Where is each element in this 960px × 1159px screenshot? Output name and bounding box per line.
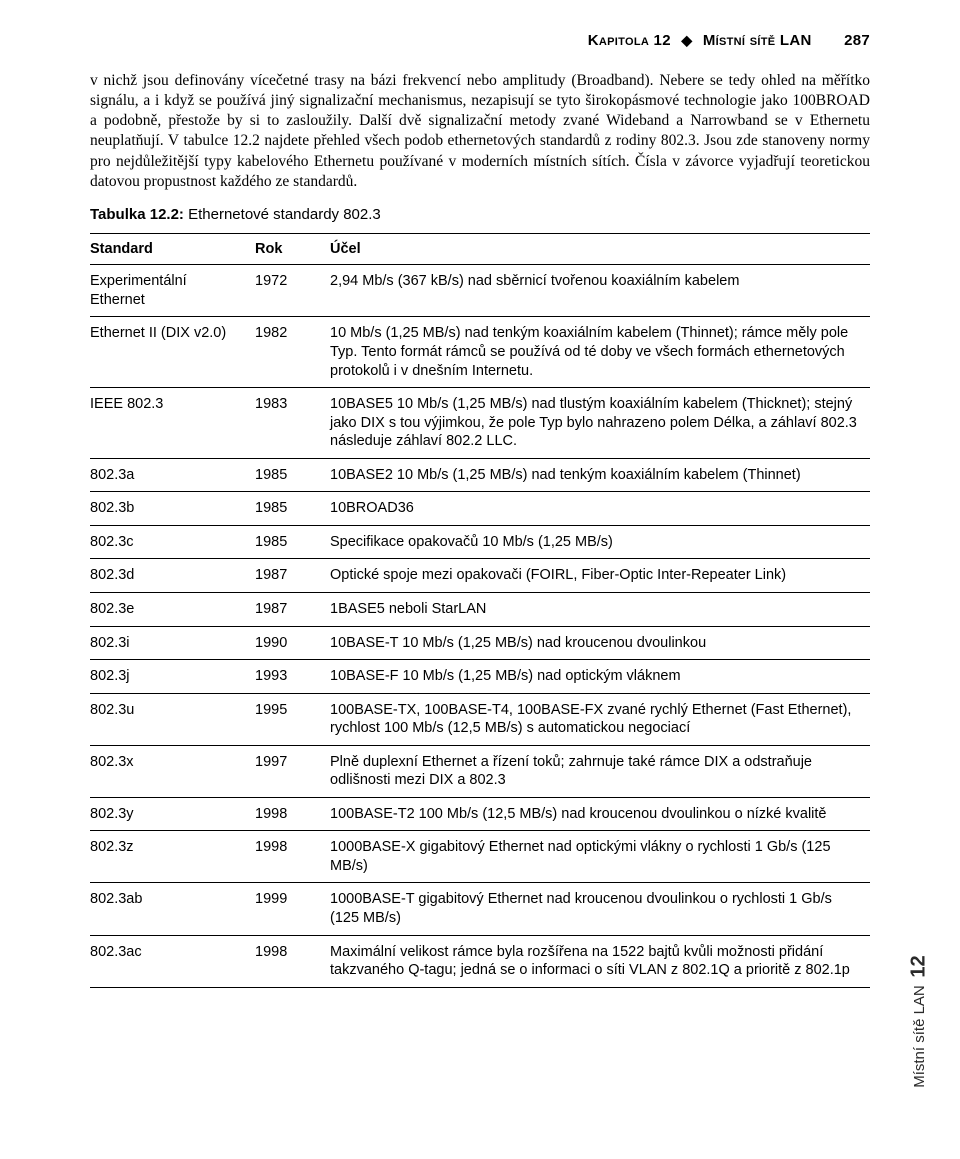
cell-standard: Ethernet II (DIX v2.0) xyxy=(90,317,255,388)
cell-standard: 802.3ac xyxy=(90,935,255,987)
cell-purpose: Plně duplexní Ethernet a řízení toků; za… xyxy=(330,745,870,797)
cell-year: 1998 xyxy=(255,935,330,987)
cell-year: 1985 xyxy=(255,458,330,492)
table-row: 802.3b198510BROAD36 xyxy=(90,492,870,526)
cell-year: 1983 xyxy=(255,388,330,459)
col-header-year: Rok xyxy=(255,233,330,265)
table-row: 802.3x1997Plně duplexní Ethernet a řízen… xyxy=(90,745,870,797)
ethernet-standards-table: Standard Rok Účel Experimentální Etherne… xyxy=(90,233,870,988)
cell-purpose: 1000BASE-T gigabitový Ethernet nad krouc… xyxy=(330,883,870,935)
cell-purpose: Specifikace opakovačů 10 Mb/s (1,25 MB/s… xyxy=(330,525,870,559)
cell-purpose: Optické spoje mezi opakovači (FOIRL, Fib… xyxy=(330,559,870,593)
table-row: 802.3y1998100BASE-T2 100 Mb/s (12,5 MB/s… xyxy=(90,797,870,831)
cell-year: 1985 xyxy=(255,492,330,526)
chapter-label: Kapitola 12 xyxy=(588,32,671,49)
cell-purpose: 10BASE2 10 Mb/s (1,25 MB/s) nad tenkým k… xyxy=(330,458,870,492)
cell-standard: Experimentální Ethernet xyxy=(90,265,255,317)
cell-purpose: 10 Mb/s (1,25 MB/s) nad tenkým koaxiální… xyxy=(330,317,870,388)
table-header-row: Standard Rok Účel xyxy=(90,233,870,265)
cell-standard: 802.3i xyxy=(90,626,255,660)
side-tab: 12 Místní sítě LAN xyxy=(884,900,954,1100)
cell-year: 1998 xyxy=(255,797,330,831)
cell-purpose: 10BASE5 10 Mb/s (1,25 MB/s) nad tlustým … xyxy=(330,388,870,459)
cell-year: 1998 xyxy=(255,831,330,883)
table-row: 802.3e19871BASE5 neboli StarLAN xyxy=(90,592,870,626)
table-row: 802.3ac1998Maximální velikost rámce byla… xyxy=(90,935,870,987)
cell-year: 1972 xyxy=(255,265,330,317)
cell-purpose: 10BROAD36 xyxy=(330,492,870,526)
cell-year: 1997 xyxy=(255,745,330,797)
body-paragraph: v nichž jsou definovány vícečetné trasy … xyxy=(90,71,870,192)
chapter-subject: Místní sítě LAN xyxy=(703,32,812,49)
cell-year: 1982 xyxy=(255,317,330,388)
cell-year: 1987 xyxy=(255,559,330,593)
cell-standard: 802.3e xyxy=(90,592,255,626)
cell-year: 1995 xyxy=(255,693,330,745)
col-header-purpose: Účel xyxy=(330,233,870,265)
cell-purpose: 10BASE-T 10 Mb/s (1,25 MB/s) nad kroucen… xyxy=(330,626,870,660)
cell-year: 1990 xyxy=(255,626,330,660)
cell-purpose: Maximální velikost rámce byla rozšířena … xyxy=(330,935,870,987)
cell-purpose: 10BASE-F 10 Mb/s (1,25 MB/s) nad optický… xyxy=(330,660,870,694)
cell-year: 1987 xyxy=(255,592,330,626)
table-row: 802.3j199310BASE-F 10 Mb/s (1,25 MB/s) n… xyxy=(90,660,870,694)
cell-purpose: 100BASE-T2 100 Mb/s (12,5 MB/s) nad krou… xyxy=(330,797,870,831)
table-caption: Tabulka 12.2: Ethernetové standardy 802.… xyxy=(90,206,870,223)
table-row: 802.3u1995100BASE-TX, 100BASE-T4, 100BAS… xyxy=(90,693,870,745)
cell-year: 1993 xyxy=(255,660,330,694)
cell-purpose: 1BASE5 neboli StarLAN xyxy=(330,592,870,626)
cell-standard: 802.3y xyxy=(90,797,255,831)
cell-year: 1999 xyxy=(255,883,330,935)
table-row: 802.3i199010BASE-T 10 Mb/s (1,25 MB/s) n… xyxy=(90,626,870,660)
cell-standard: IEEE 802.3 xyxy=(90,388,255,459)
cell-standard: 802.3z xyxy=(90,831,255,883)
cell-standard: 802.3b xyxy=(90,492,255,526)
cell-standard: 802.3c xyxy=(90,525,255,559)
cell-year: 1985 xyxy=(255,525,330,559)
cell-purpose: 1000BASE-X gigabitový Ethernet nad optic… xyxy=(330,831,870,883)
cell-purpose: 100BASE-TX, 100BASE-T4, 100BASE-FX zvané… xyxy=(330,693,870,745)
cell-standard: 802.3u xyxy=(90,693,255,745)
table-row: Ethernet II (DIX v2.0)198210 Mb/s (1,25 … xyxy=(90,317,870,388)
table-row: 802.3z19981000BASE-X gigabitový Ethernet… xyxy=(90,831,870,883)
page-number: 287 xyxy=(844,32,870,49)
cell-standard: 802.3ab xyxy=(90,883,255,935)
table-row: Experimentální Ethernet19722,94 Mb/s (36… xyxy=(90,265,870,317)
cell-standard: 802.3d xyxy=(90,559,255,593)
table-row: IEEE 802.3198310BASE5 10 Mb/s (1,25 MB/s… xyxy=(90,388,870,459)
cell-standard: 802.3a xyxy=(90,458,255,492)
table-row: 802.3ab19991000BASE-T gigabitový Etherne… xyxy=(90,883,870,935)
side-tab-number: 12 xyxy=(908,955,931,977)
side-tab-text: Místní sítě LAN xyxy=(911,985,928,1088)
cell-standard: 802.3j xyxy=(90,660,255,694)
col-header-standard: Standard xyxy=(90,233,255,265)
table-row: 802.3c1985Specifikace opakovačů 10 Mb/s … xyxy=(90,525,870,559)
table-caption-text: Ethernetové standardy 802.3 xyxy=(188,206,381,223)
cell-purpose: 2,94 Mb/s (367 kB/s) nad sběrnicí tvořen… xyxy=(330,265,870,317)
diamond-icon: ◆ xyxy=(681,32,692,48)
table-row: 802.3a198510BASE2 10 Mb/s (1,25 MB/s) na… xyxy=(90,458,870,492)
cell-standard: 802.3x xyxy=(90,745,255,797)
running-header: Kapitola 12 ◆ Místní sítě LAN 287 xyxy=(90,32,870,49)
table-caption-label: Tabulka 12.2: xyxy=(90,206,184,223)
table-row: 802.3d1987Optické spoje mezi opakovači (… xyxy=(90,559,870,593)
